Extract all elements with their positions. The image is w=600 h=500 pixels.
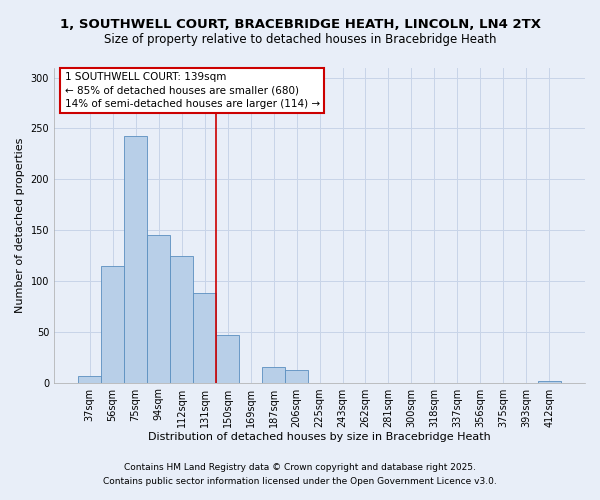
Text: Size of property relative to detached houses in Bracebridge Heath: Size of property relative to detached ho… xyxy=(104,32,496,46)
Bar xyxy=(124,136,147,382)
Bar xyxy=(285,370,308,382)
Bar xyxy=(101,266,124,382)
Bar xyxy=(147,235,170,382)
Text: 1 SOUTHWELL COURT: 139sqm
← 85% of detached houses are smaller (680)
14% of semi: 1 SOUTHWELL COURT: 139sqm ← 85% of detac… xyxy=(65,72,320,108)
Bar xyxy=(170,256,193,382)
Text: 1, SOUTHWELL COURT, BRACEBRIDGE HEATH, LINCOLN, LN4 2TX: 1, SOUTHWELL COURT, BRACEBRIDGE HEATH, L… xyxy=(59,18,541,30)
Bar xyxy=(262,368,285,382)
X-axis label: Distribution of detached houses by size in Bracebridge Heath: Distribution of detached houses by size … xyxy=(148,432,491,442)
Bar xyxy=(216,335,239,382)
Text: Contains HM Land Registry data © Crown copyright and database right 2025.: Contains HM Land Registry data © Crown c… xyxy=(124,464,476,472)
Bar xyxy=(538,380,561,382)
Bar xyxy=(78,376,101,382)
Text: Contains public sector information licensed under the Open Government Licence v3: Contains public sector information licen… xyxy=(103,477,497,486)
Bar xyxy=(193,293,216,382)
Y-axis label: Number of detached properties: Number of detached properties xyxy=(15,138,25,312)
